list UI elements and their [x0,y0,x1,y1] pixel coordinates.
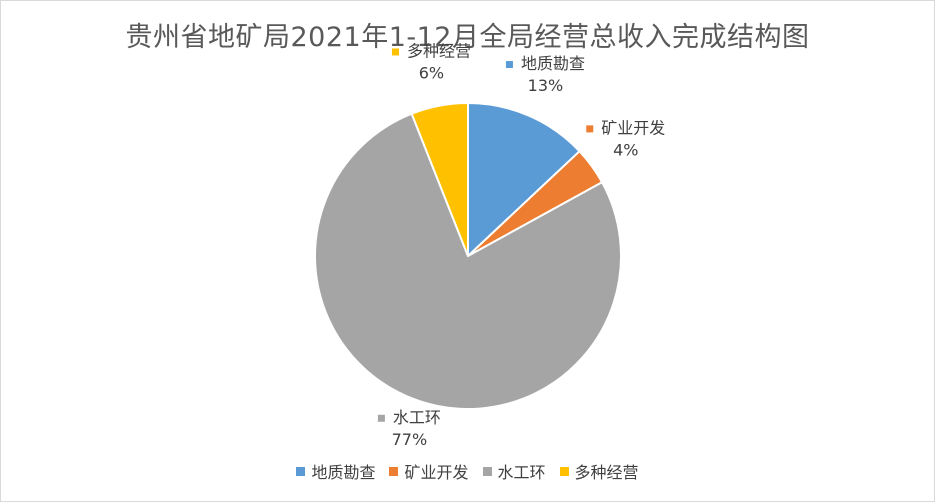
data-label-2: 水工环 77% [377,408,441,449]
legend-swatch-1 [389,466,399,476]
legend-label-2: 水工环 [497,463,546,482]
data-label-0: 地质勘查 13% [505,54,585,95]
pie-slice-0 [467,101,581,259]
data-label-marker-1 [586,125,594,133]
legend-swatch-3 [559,466,569,476]
data-label-category-0: 地质勘查 [521,54,585,73]
data-label-value-1: 4% [613,140,638,159]
data-label-category-2: 水工环 [393,408,441,427]
data-label-value-3: 6% [419,63,444,82]
legend: 地质勘查 矿业开发 水工环 多种经营 [1,459,934,483]
data-label-value-0: 13% [528,76,564,95]
pie-slice-3 [410,101,469,257]
data-label-category-3: 多种经营 [407,41,471,60]
chart-title: 贵州省地矿局2021年1-12月全局经营总收入完成结构图 [125,22,810,53]
legend-item-1: 矿业开发 [389,459,469,483]
legend-swatch-2 [482,466,492,476]
legend-item-2: 水工环 [482,459,546,483]
data-label-value-2: 77% [392,430,428,449]
legend-item-3: 多种经营 [559,459,639,483]
data-label-3: 多种经营 6% [391,41,471,82]
data-label-category-1: 矿业开发 [601,118,665,137]
legend-item-0: 地质勘查 [296,459,375,483]
legend-swatch-0 [296,466,306,476]
legend-label-0: 地质勘查 [311,463,376,482]
pie-slice-2 [314,112,622,410]
data-label-1: 矿业开发 4% [586,118,665,159]
data-label-marker-3 [391,48,399,56]
legend-label-3: 多种经营 [574,463,639,482]
data-label-marker-2 [377,414,385,422]
legend-label-1: 矿业开发 [404,463,469,482]
data-label-marker-0 [505,61,513,69]
